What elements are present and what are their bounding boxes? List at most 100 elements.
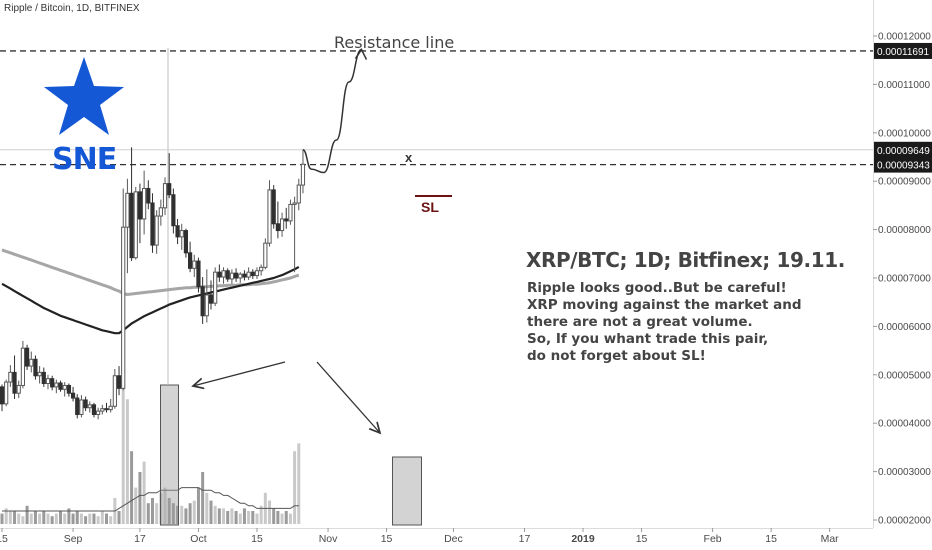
volume-bar xyxy=(29,513,33,524)
candle-body xyxy=(250,271,255,277)
volume-layer xyxy=(0,386,301,524)
symbol-header[interactable]: Ripple / Bitcoin, 1D, BITFINEX xyxy=(4,3,140,14)
candle-body xyxy=(37,371,42,377)
x-tick-label: Nov xyxy=(319,533,338,545)
candle xyxy=(116,366,122,396)
y-tick-label: 0.00010000 xyxy=(878,128,931,139)
candle xyxy=(91,402,97,418)
candle-body xyxy=(162,183,168,209)
candle-body xyxy=(24,347,30,367)
candle-body xyxy=(16,384,21,394)
candle-body xyxy=(83,399,88,409)
candle-body xyxy=(50,378,55,388)
candle-body xyxy=(171,194,176,227)
candle xyxy=(154,210,159,254)
candle xyxy=(112,368,117,409)
stop-loss-label: SL xyxy=(421,199,439,215)
candle xyxy=(0,384,5,412)
candle xyxy=(79,395,84,418)
y-tick-label: 0.00004000 xyxy=(878,419,931,430)
candle-body xyxy=(259,266,264,272)
candle-body xyxy=(20,347,25,386)
candle-body xyxy=(121,226,126,389)
volume-bar xyxy=(196,487,200,524)
candle xyxy=(196,257,201,293)
level-lines xyxy=(0,50,873,166)
candle xyxy=(87,401,92,413)
candle-body xyxy=(288,203,293,222)
x-tick-label: 15 xyxy=(765,533,777,545)
volume-bar xyxy=(163,487,167,524)
volume-bar xyxy=(8,511,12,524)
candle xyxy=(213,267,218,307)
candle-body xyxy=(296,184,301,204)
candle-body xyxy=(45,378,51,385)
candle xyxy=(37,366,42,384)
volume-box-november xyxy=(392,456,422,526)
candle-body xyxy=(8,371,13,383)
candle xyxy=(137,183,143,244)
candle xyxy=(175,218,180,245)
candle xyxy=(279,212,285,237)
volume-bar xyxy=(105,513,108,524)
volume-bar xyxy=(192,500,196,524)
analysis-line: So, If you whant trade this pair, xyxy=(527,331,769,347)
candle xyxy=(221,267,226,284)
candle-body xyxy=(96,410,101,415)
candle xyxy=(20,340,25,389)
candle xyxy=(16,380,21,399)
x-tick-label: Feb xyxy=(704,533,722,545)
candle xyxy=(229,269,235,284)
candle-body xyxy=(275,223,280,232)
entry-x-mark: x xyxy=(405,150,413,165)
x-tick-label: 2019 xyxy=(571,533,595,545)
volume-bar xyxy=(201,472,205,524)
x-tick-label: 15 xyxy=(251,533,263,545)
candle-body xyxy=(142,187,147,220)
candle xyxy=(171,188,176,234)
candle xyxy=(8,365,13,387)
volume-bar xyxy=(167,498,171,524)
price-tags: 0.00011691 0.00009649 0.00009343 xyxy=(874,42,932,173)
candle-body xyxy=(292,202,297,205)
candle xyxy=(275,201,280,239)
y-tick-label: 0.00003000 xyxy=(878,467,931,478)
volume-bar xyxy=(75,511,79,524)
candle-body xyxy=(167,183,172,196)
candle-body xyxy=(58,382,63,390)
resistance-line-label: Resistance line xyxy=(334,33,454,52)
volume-bar xyxy=(176,505,180,524)
analysis-body: Ripple looks good..But be careful! XRP m… xyxy=(527,280,802,365)
candle xyxy=(129,147,134,262)
volume-bar xyxy=(63,513,67,524)
volume-bar xyxy=(255,513,259,524)
candle-body xyxy=(104,408,109,411)
volume-bar xyxy=(4,508,8,524)
candle-body xyxy=(238,273,243,279)
volume-bar xyxy=(259,505,263,524)
star-icon xyxy=(44,57,124,135)
candle xyxy=(204,269,209,323)
volume-bar xyxy=(209,500,213,524)
x-tick-label: 17 xyxy=(519,533,531,545)
candle xyxy=(179,223,184,250)
candle xyxy=(233,268,239,282)
candle xyxy=(284,207,289,229)
volume-bar xyxy=(230,508,234,524)
volume-bar xyxy=(288,513,292,524)
candle-body xyxy=(116,375,122,389)
volume-bar xyxy=(280,513,284,524)
volume-bar xyxy=(138,472,142,524)
price-tag-box xyxy=(874,156,932,173)
candle-body xyxy=(188,252,193,269)
candle xyxy=(83,396,88,412)
volume-bar xyxy=(150,498,154,524)
volume-bar xyxy=(234,511,238,524)
candle xyxy=(133,187,138,260)
volume-bar xyxy=(217,508,221,524)
candle-body xyxy=(217,271,222,278)
candle-body xyxy=(100,408,105,412)
candle-body xyxy=(263,242,268,268)
volume-bar xyxy=(188,503,192,524)
analysis-line: XRP moving against the market and xyxy=(527,297,802,313)
